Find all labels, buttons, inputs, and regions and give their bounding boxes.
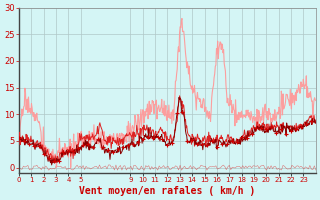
X-axis label: Vent moyen/en rafales ( km/h ): Vent moyen/en rafales ( km/h ) xyxy=(79,186,256,196)
